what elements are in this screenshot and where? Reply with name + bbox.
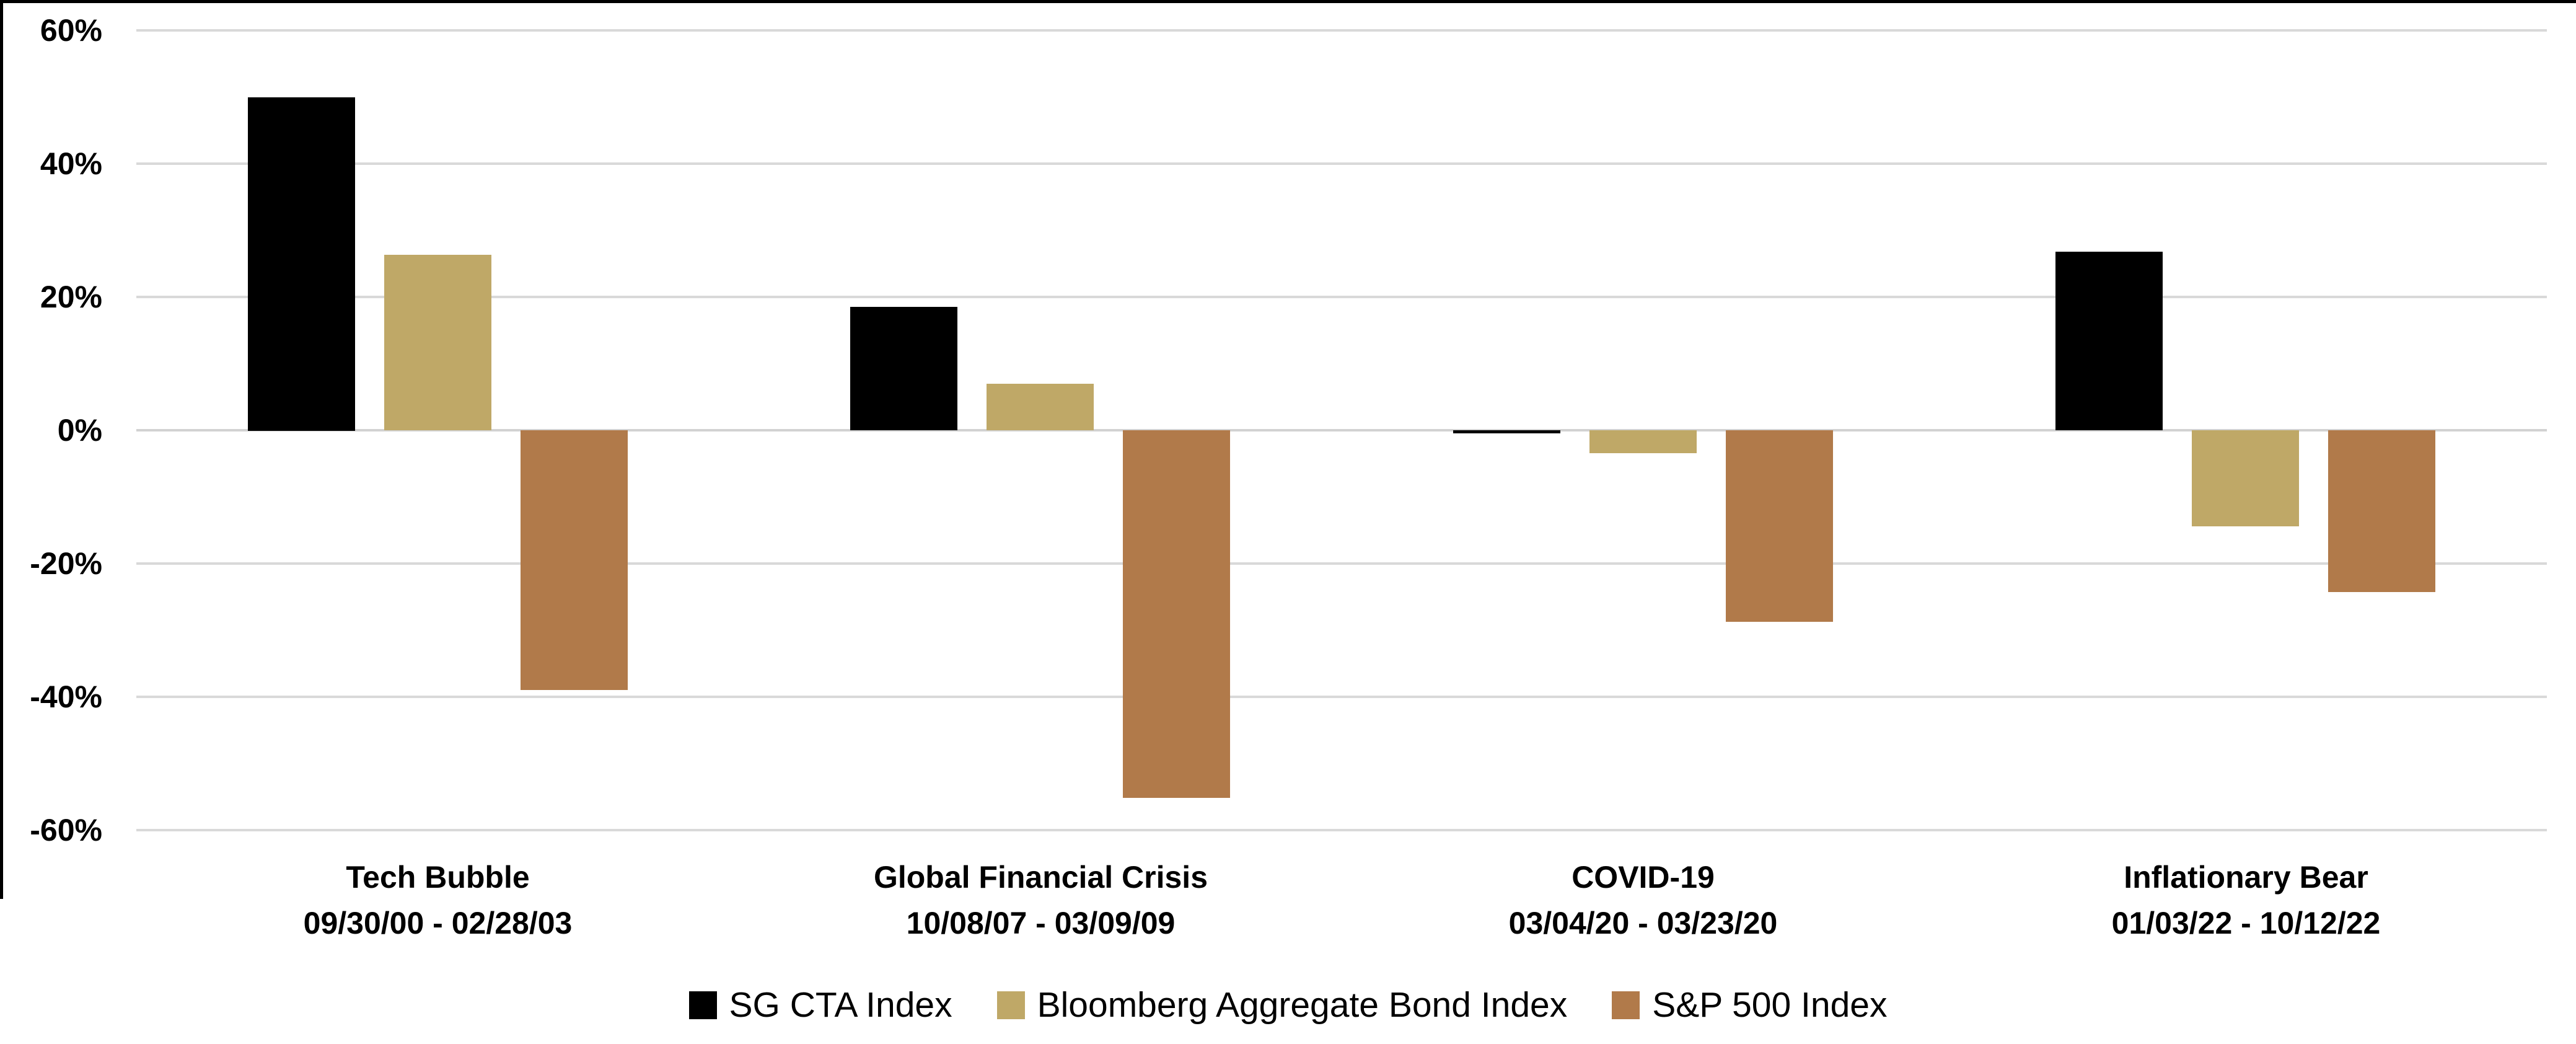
category-label-global-financial-crisis: Global Financial Crisis 10/08/07 - 03/09/… — [739, 854, 1342, 946]
legend-label: Bloomberg Aggregate Bond Index — [1037, 985, 1568, 1025]
legend-item-bloomberg-aggregate-bond-index: Bloomberg Aggregate Bond Index — [996, 984, 1568, 1025]
legend-label: SG CTA Index — [729, 985, 952, 1025]
gridline — [136, 296, 2547, 298]
gridline — [136, 562, 2547, 565]
y-axis-tick-label: 20% — [40, 280, 102, 314]
left-border-line — [0, 0, 3, 899]
legend-item-sp-500-index: S&P 500 Index — [1612, 984, 1887, 1025]
category-label-covid-19: COVID-19 03/04/20 - 03/23/20 — [1342, 854, 1945, 946]
bar-s-p-500-index-tech-bubble — [521, 430, 628, 690]
category-date-range: 03/04/20 - 03/23/20 — [1508, 906, 1778, 940]
top-border-line — [0, 0, 2576, 3]
category-date-range: 09/30/00 - 02/28/03 — [303, 906, 573, 940]
y-axis-tick-label: 0% — [57, 413, 102, 448]
gridline — [136, 696, 2547, 698]
bar-s-p-500-index-covid-19 — [1726, 430, 1833, 622]
gridline — [136, 29, 2547, 32]
category-date-range: 10/08/07 - 03/09/09 — [906, 906, 1176, 940]
bar-s-p-500-index-global-financial-crisis — [1123, 430, 1230, 798]
bar-s-p-500-index-inflationary-bear — [2328, 430, 2435, 592]
category-label-inflationary-bear: Inflationary Bear 01/03/22 - 10/12/22 — [1945, 854, 2547, 946]
legend-item-sg-cta-index: SG CTA Index — [688, 984, 952, 1025]
bar-sg-cta-index-tech-bubble — [248, 97, 355, 431]
category-name: Tech Bubble — [346, 860, 530, 895]
bar-sg-cta-index-covid-19 — [1453, 430, 1560, 433]
gridline — [136, 829, 2547, 831]
bar-bloomberg-aggregate-bond-index-covid-19 — [1589, 430, 1697, 453]
bar-bloomberg-aggregate-bond-index-tech-bubble — [384, 255, 491, 430]
y-axis-tick-label: 40% — [40, 146, 102, 181]
category-name: Global Financial Crisis — [873, 860, 1208, 895]
bar-bloomberg-aggregate-bond-index-inflationary-bear — [2192, 430, 2299, 526]
legend-swatch-icon — [996, 991, 1025, 1019]
category-name: COVID-19 — [1572, 860, 1715, 895]
chart-legend: SG CTA Index Bloomberg Aggregate Bond In… — [0, 984, 2576, 1025]
y-axis-tick-label: -40% — [30, 679, 102, 714]
category-date-range: 01/03/22 - 10/12/22 — [2111, 906, 2381, 940]
y-axis-tick-label: 60% — [40, 13, 102, 48]
legend-swatch-icon — [1612, 991, 1640, 1019]
bar-sg-cta-index-global-financial-crisis — [850, 307, 957, 430]
category-name: Inflationary Bear — [2124, 860, 2368, 895]
y-axis-tick-label: -60% — [30, 813, 102, 847]
bar-bloomberg-aggregate-bond-index-global-financial-crisis — [987, 384, 1094, 430]
category-label-tech-bubble: Tech Bubble 09/30/00 - 02/28/03 — [136, 854, 739, 946]
y-axis-tick-label: -20% — [30, 546, 102, 581]
legend-swatch-icon — [688, 991, 717, 1019]
bar-sg-cta-index-inflationary-bear — [2055, 252, 2163, 430]
zero-axis-line — [136, 429, 2547, 431]
legend-label: S&P 500 Index — [1652, 985, 1888, 1025]
gridline — [136, 162, 2547, 165]
